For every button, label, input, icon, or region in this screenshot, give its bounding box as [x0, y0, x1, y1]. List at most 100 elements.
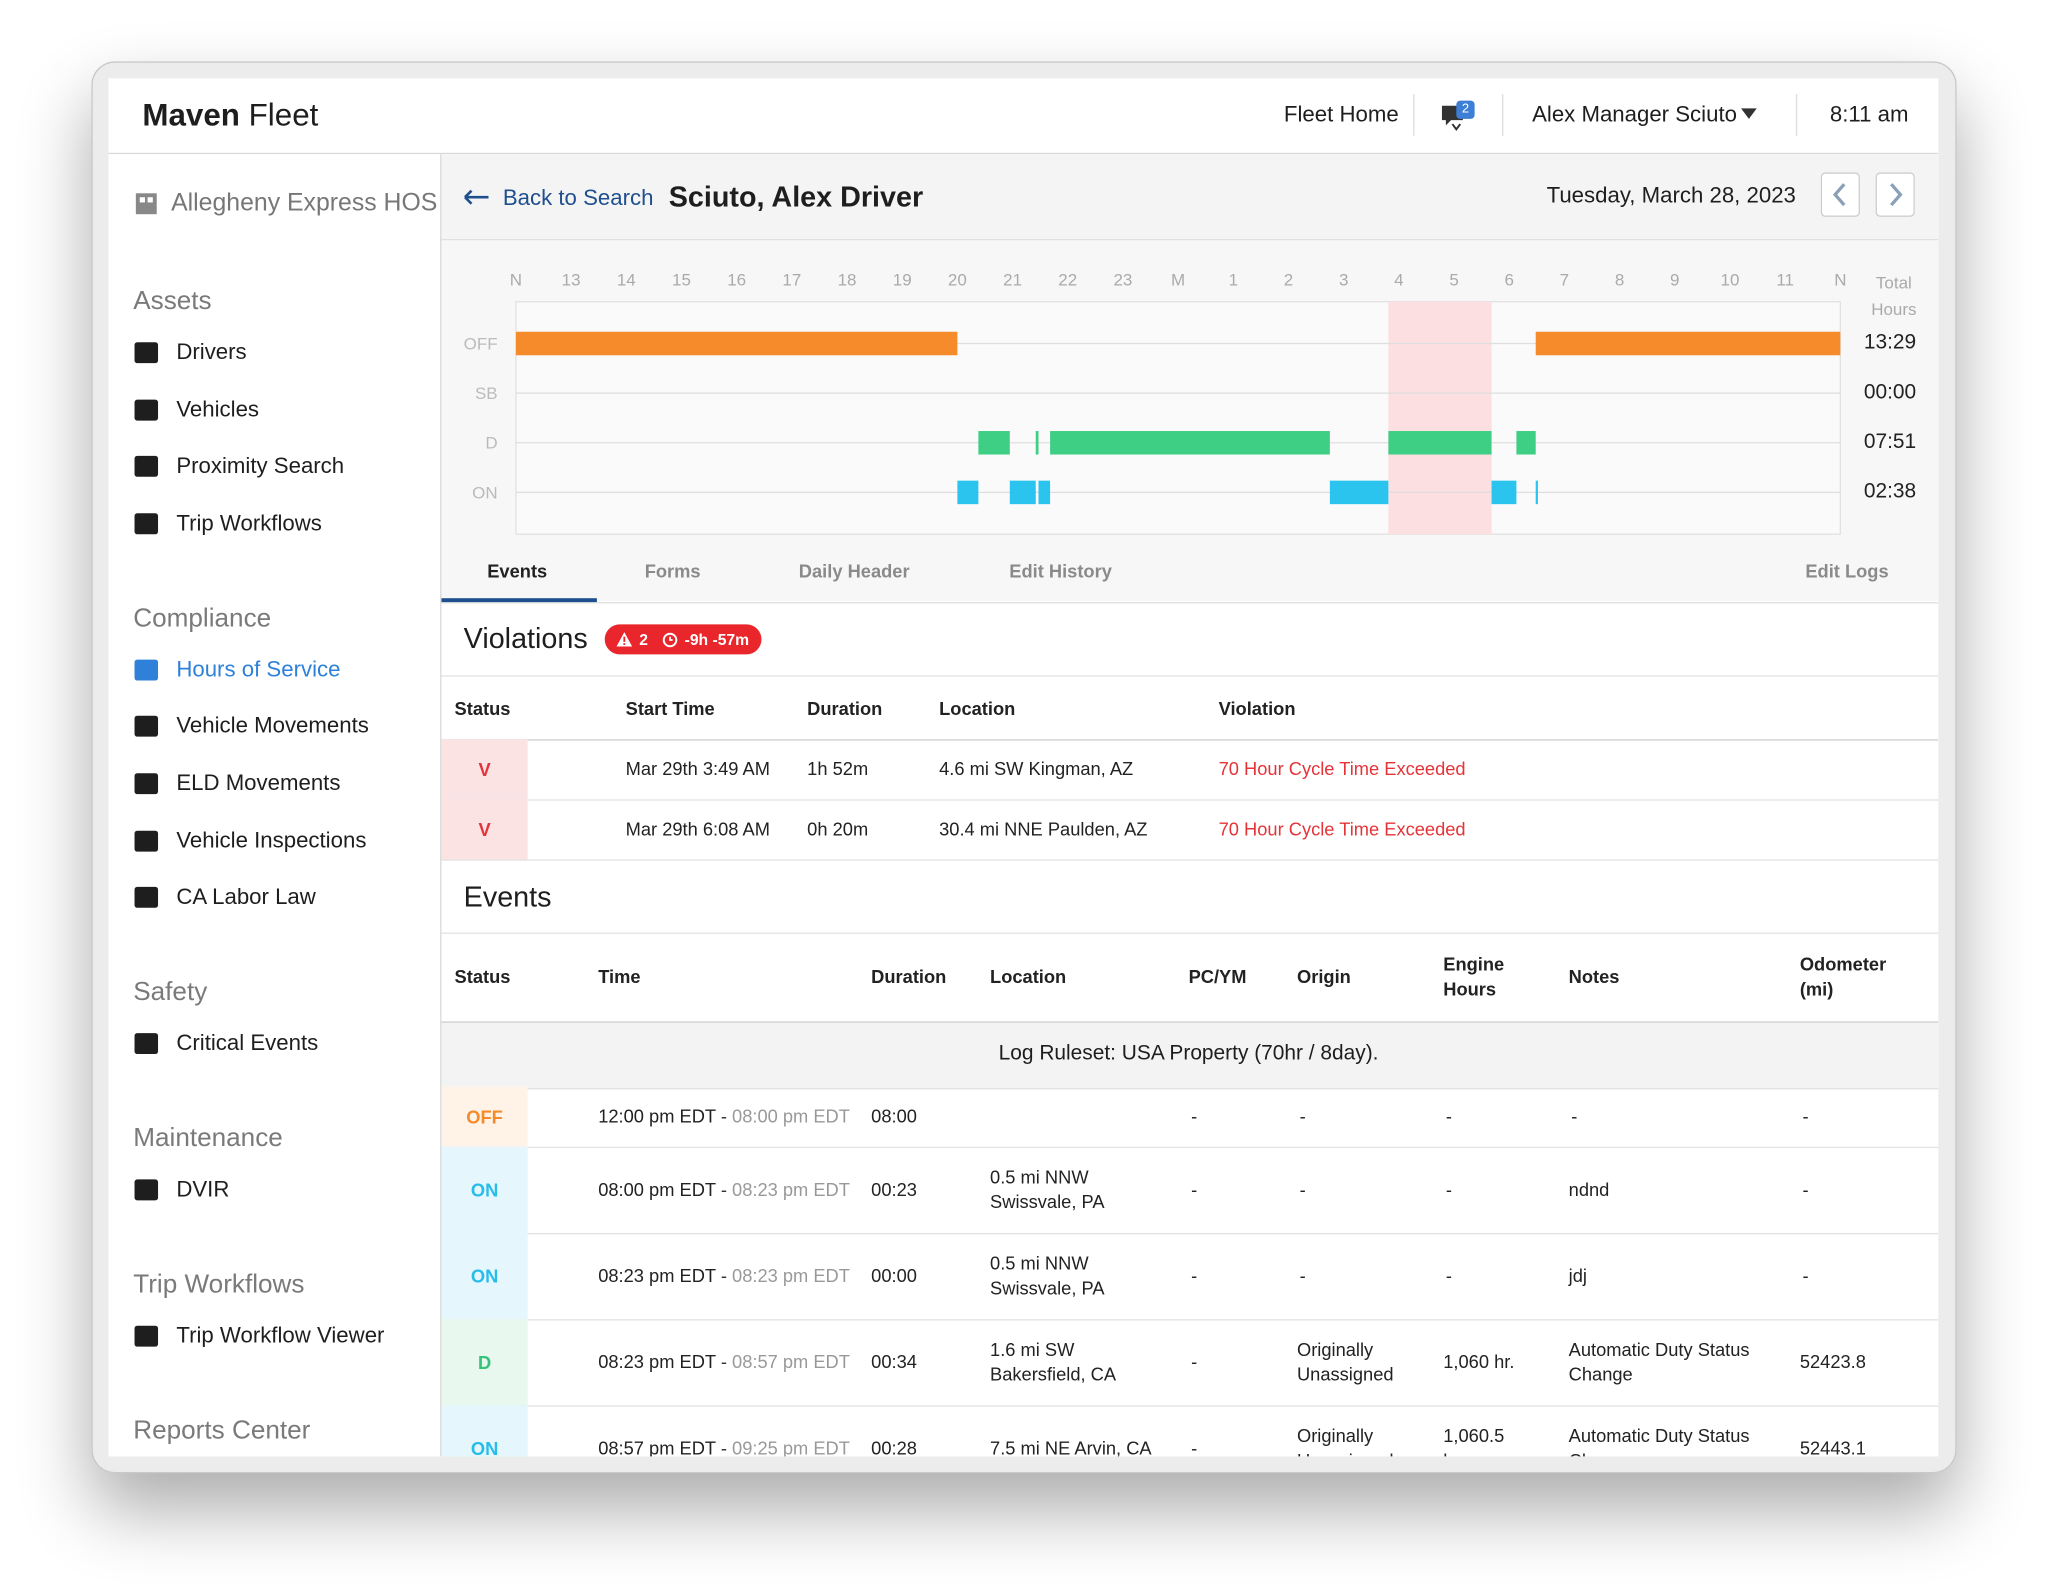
cell-origin: - — [1299, 1178, 1306, 1200]
event-time: 08:23 pm EDT - 08:57 pm EDT — [598, 1350, 850, 1375]
cell-odometer: - — [1802, 1178, 1809, 1200]
tab[interactable]: Events — [487, 560, 548, 582]
column-header: Start Time — [625, 698, 715, 720]
time-start: 08:00 pm EDT — [598, 1178, 716, 1200]
back-arrow[interactable] — [464, 189, 490, 205]
duty-total: 02:38 — [1863, 480, 1917, 503]
nav-icon — [134, 659, 159, 681]
caret[interactable] — [1740, 107, 1758, 120]
section-title: Compliance — [133, 603, 272, 633]
duty-total: 07:51 — [1863, 431, 1917, 454]
cell-pcym: - — [1191, 1264, 1198, 1286]
nav-item[interactable]: Proximity Search — [176, 453, 345, 479]
cell-duration: 08:00 — [871, 1105, 917, 1127]
event-time: 12:00 pm EDT - 08:00 pm EDT — [598, 1104, 850, 1129]
nav-item[interactable]: Drivers — [176, 339, 247, 365]
cell-notes: Automatic Duty Status Change — [1568, 1424, 1750, 1456]
cell-duration: 00:00 — [871, 1264, 917, 1286]
cell-pcym: - — [1191, 1437, 1198, 1457]
user-menu[interactable]: Alex Manager Sciuto — [1532, 101, 1737, 127]
divider — [441, 1319, 1939, 1321]
prev-day-button[interactable] — [1820, 172, 1860, 217]
nav-item[interactable]: Vehicle Inspections — [176, 827, 367, 853]
violation-name[interactable]: 70 Hour Cycle Time Exceeded — [1218, 758, 1466, 780]
duty-segment — [1535, 480, 1538, 505]
duty-total: 13:29 — [1863, 331, 1917, 354]
column-header: Engine Hours — [1443, 953, 1505, 1000]
hour-label: N — [509, 269, 523, 290]
nav-icon — [134, 399, 159, 421]
nav-item[interactable]: ELD Movements — [176, 770, 341, 796]
cell-notes: Automatic Duty Status Change — [1568, 1338, 1750, 1385]
cell-odometer: - — [1802, 1264, 1809, 1286]
column-header: Duration — [871, 965, 947, 987]
time-sep: - — [720, 1105, 727, 1127]
nav-item[interactable]: Critical Events — [176, 1030, 319, 1056]
divider — [441, 1232, 1939, 1235]
nav-icon — [134, 887, 159, 908]
edit-logs-link[interactable]: Edit Logs — [1805, 560, 1889, 582]
section-title: Reports Center — [133, 1416, 311, 1446]
duty-segment — [1038, 480, 1051, 505]
hour-label: 19 — [892, 269, 912, 290]
violation-count: 2 — [639, 630, 649, 649]
duty-status-label: SB — [474, 383, 498, 403]
hour-label: 1 — [1228, 269, 1239, 290]
section-title: Events — [463, 880, 552, 913]
cell-odometer: - — [1802, 1105, 1809, 1127]
column-header: Location — [939, 698, 1016, 720]
cell: 1h 52m — [807, 758, 869, 780]
event-time: 08:00 pm EDT - 08:23 pm EDT — [598, 1177, 850, 1202]
section-title: Safety — [133, 977, 208, 1007]
time-end: 08:23 pm EDT — [732, 1264, 850, 1286]
back-link[interactable]: Back to Search — [502, 185, 654, 211]
time-sep: - — [720, 1351, 727, 1373]
cell-location: 1.6 mi SW Bakersfield, CA — [990, 1338, 1117, 1385]
cell-duration: 00:28 — [871, 1437, 917, 1457]
cell: 4.6 mi SW Kingman, AZ — [939, 758, 1134, 780]
driver-name: Sciuto, Alex Driver — [668, 180, 924, 213]
nav-item[interactable]: Hours of Service — [176, 656, 341, 682]
brand-light: Fleet — [248, 97, 319, 134]
duty-segment — [1050, 431, 1330, 455]
nav-icon — [134, 513, 159, 534]
section-title: Trip Workflows — [133, 1270, 305, 1300]
tab[interactable]: Daily Header — [798, 560, 910, 582]
nav-link[interactable]: Fleet Home — [1283, 101, 1399, 127]
violation-name[interactable]: 70 Hour Cycle Time Exceeded — [1218, 818, 1466, 840]
cell-engine: 1,060 hr. — [1443, 1351, 1515, 1373]
cell-location: 0.5 mi NNW Swissvale, PA — [990, 1252, 1105, 1299]
nav-item[interactable]: DVIR — [176, 1177, 230, 1202]
active-tab-underline — [441, 598, 597, 603]
duty-segment — [1491, 480, 1517, 505]
tab[interactable]: Forms — [644, 560, 701, 582]
duty-segment — [1535, 331, 1841, 356]
nav-icon — [134, 830, 159, 852]
nav-item[interactable]: Trip Workflow Viewer — [176, 1323, 385, 1349]
nav-item[interactable]: Vehicles — [176, 396, 260, 422]
cell-duration: 00:23 — [871, 1178, 917, 1200]
top-nav: Maven Fleet Fleet Home 2 Alex Manager Sc… — [108, 78, 1939, 155]
cell-notes: jdj — [1568, 1264, 1587, 1286]
cell-origin: Originally Unassigned — [1296, 1424, 1394, 1456]
nav-item[interactable]: CA Labor Law — [176, 884, 316, 910]
cell: Mar 29th 6:08 AM — [625, 818, 770, 840]
time-end: 08:23 pm EDT — [732, 1178, 850, 1200]
hour-label: 21 — [1003, 269, 1023, 290]
cell-odometer: 52443.1 — [1799, 1437, 1866, 1457]
nav-item[interactable]: Trip Workflows — [176, 510, 322, 536]
ruleset-row — [441, 1021, 1939, 1090]
hour-label: 22 — [1058, 269, 1078, 290]
nav-item[interactable]: Vehicle Movements — [176, 713, 369, 739]
org-name: Allegheny Express HOS — [171, 189, 438, 217]
time-end: 08:57 pm EDT — [732, 1351, 850, 1373]
duty-segment — [978, 431, 1010, 455]
status-cell: ON — [441, 1146, 528, 1233]
divider — [441, 932, 1939, 934]
column-header: Origin — [1296, 965, 1351, 987]
cell-pcym: - — [1191, 1105, 1198, 1127]
nav-icon — [134, 1033, 159, 1055]
app-window: Maven Fleet Fleet Home 2 Alex Manager Sc… — [108, 78, 1939, 1457]
tab[interactable]: Edit History — [1009, 560, 1112, 582]
next-day-button[interactable] — [1875, 172, 1915, 217]
